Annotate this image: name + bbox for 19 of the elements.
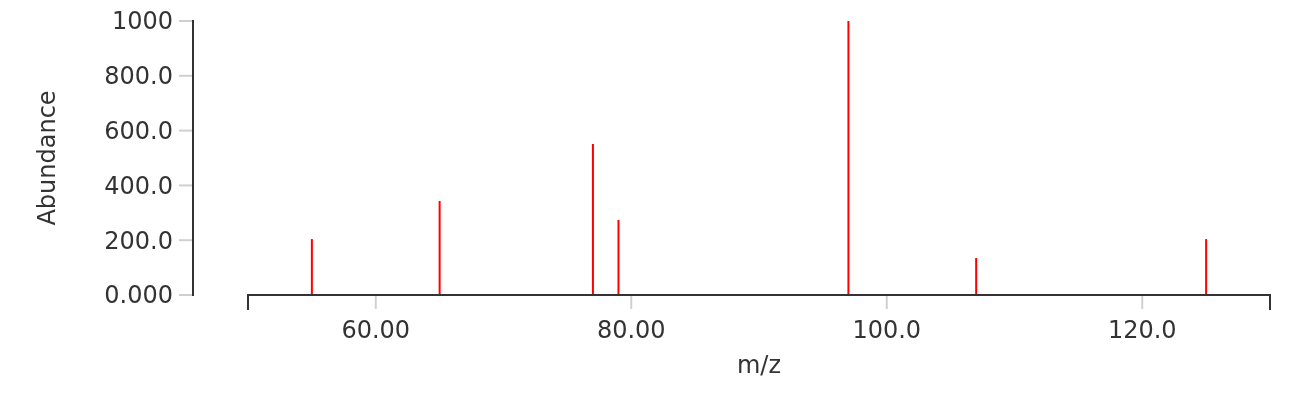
y-tick-label: 1000: [111, 7, 173, 36]
x-tick-label: 60.00: [341, 316, 411, 344]
y-axis-title: Abundance: [33, 90, 61, 226]
x-tick-label: 80.00: [596, 316, 666, 344]
bar: [591, 144, 594, 295]
x-tick-label: 120.0: [1107, 316, 1177, 344]
x-axis-title: m/z: [736, 351, 782, 379]
y-tick-label: 400.0: [104, 171, 173, 200]
bar: [310, 239, 313, 295]
y-tick-label: 0.000: [104, 281, 173, 310]
y-tick-label: 600.0: [104, 117, 173, 145]
bar: [438, 201, 441, 295]
bar: [975, 258, 978, 295]
x-tick-label: 100.0: [852, 316, 922, 344]
y-tick-label: 800.0: [104, 62, 173, 91]
y-tick-label: 200.0: [104, 226, 173, 255]
bar: [847, 21, 850, 295]
bar: [617, 219, 620, 295]
bar: [1205, 239, 1208, 295]
